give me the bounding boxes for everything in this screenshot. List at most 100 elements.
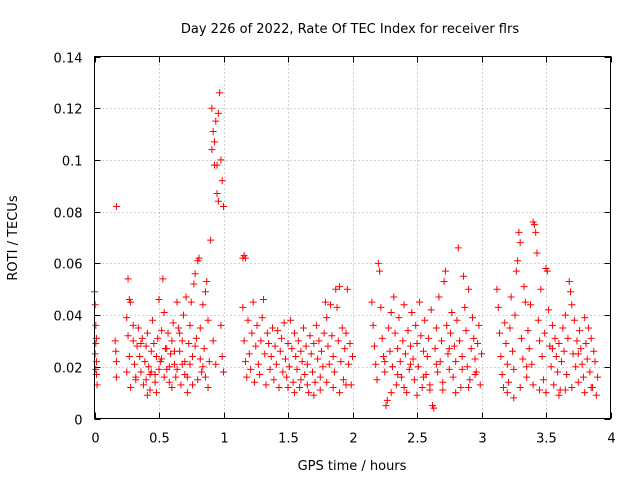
- data-point: [430, 404, 438, 412]
- data-point: [147, 347, 155, 355]
- data-point: [170, 360, 178, 368]
- data-point: [149, 316, 157, 324]
- data-point: [176, 329, 184, 337]
- data-point: [249, 298, 257, 306]
- data-point: [369, 321, 377, 329]
- data-point: [409, 355, 417, 363]
- data-point: [507, 293, 515, 301]
- data-point: [91, 350, 99, 358]
- data-point: [325, 360, 333, 368]
- data-point: [551, 334, 559, 342]
- data-point: [508, 347, 516, 355]
- data-point: [532, 228, 540, 236]
- x-tick-label: 4: [607, 432, 615, 447]
- data-point: [524, 327, 532, 335]
- data-point: [146, 371, 154, 379]
- data-point: [316, 373, 324, 381]
- data-point: [432, 360, 440, 368]
- data-point: [497, 352, 505, 360]
- data-point: [372, 360, 380, 368]
- data-point: [250, 378, 258, 386]
- data-point: [463, 363, 471, 371]
- data-point: [525, 345, 533, 353]
- data-point: [125, 352, 133, 360]
- data-point: [310, 391, 318, 399]
- data-point: [466, 376, 474, 384]
- data-point: [265, 340, 273, 348]
- data-point: [417, 332, 425, 340]
- data-point: [281, 355, 289, 363]
- data-point: [475, 321, 483, 329]
- data-point: [208, 104, 216, 112]
- data-point: [165, 378, 173, 386]
- data-point: [434, 368, 442, 376]
- data-point: [516, 239, 524, 247]
- data-point: [129, 321, 137, 329]
- data-point: [426, 381, 434, 389]
- data-point: [523, 373, 531, 381]
- data-point: [168, 383, 176, 391]
- data-point: [112, 202, 120, 210]
- data-point: [554, 368, 562, 376]
- data-point: [284, 340, 292, 348]
- data-point: [92, 321, 100, 329]
- data-point: [241, 358, 249, 366]
- data-point: [591, 358, 599, 366]
- data-point: [454, 244, 462, 252]
- data-point: [152, 352, 160, 360]
- data-point: [412, 321, 420, 329]
- data-point: [505, 378, 513, 386]
- data-point: [155, 296, 163, 304]
- y-tick-label: 0.12: [54, 103, 83, 118]
- data-point: [447, 329, 455, 337]
- data-point: [173, 298, 181, 306]
- data-point: [248, 329, 256, 337]
- data-point: [214, 197, 222, 205]
- data-point: [394, 371, 402, 379]
- data-point: [443, 321, 451, 329]
- data-point: [177, 381, 185, 389]
- data-point: [496, 329, 504, 337]
- data-point: [403, 389, 411, 397]
- y-tick-label: 0.06: [54, 258, 83, 273]
- data-point: [155, 365, 163, 373]
- data-point: [440, 277, 448, 285]
- data-point: [297, 347, 305, 355]
- data-point: [186, 360, 194, 368]
- data-point: [552, 352, 560, 360]
- data-point: [583, 355, 591, 363]
- data-point: [315, 337, 323, 345]
- data-point: [214, 109, 222, 117]
- data-point: [163, 345, 171, 353]
- data-point: [445, 365, 453, 373]
- data-point: [290, 329, 298, 337]
- data-point: [374, 259, 382, 267]
- data-point: [383, 396, 391, 404]
- data-point: [257, 337, 265, 345]
- data-point: [336, 283, 344, 291]
- data-point: [392, 381, 400, 389]
- data-point: [419, 347, 427, 355]
- data-point: [568, 301, 576, 309]
- data-point: [581, 314, 589, 322]
- data-point: [92, 365, 100, 373]
- data-point: [377, 303, 385, 311]
- data-point: [258, 314, 266, 322]
- data-point: [536, 337, 544, 345]
- data-point: [244, 316, 252, 324]
- data-point: [141, 358, 149, 366]
- data-point: [160, 373, 168, 381]
- data-point: [92, 334, 100, 342]
- data-point: [146, 386, 154, 394]
- data-point: [445, 345, 453, 353]
- data-point: [533, 249, 541, 257]
- data-point: [152, 389, 160, 397]
- data-point: [220, 202, 227, 210]
- data-point: [329, 383, 337, 391]
- data-point: [168, 337, 176, 345]
- data-point: [329, 352, 337, 360]
- data-point: [577, 345, 585, 353]
- data-point: [301, 371, 309, 379]
- data-point: [444, 350, 452, 358]
- data-point: [310, 340, 318, 348]
